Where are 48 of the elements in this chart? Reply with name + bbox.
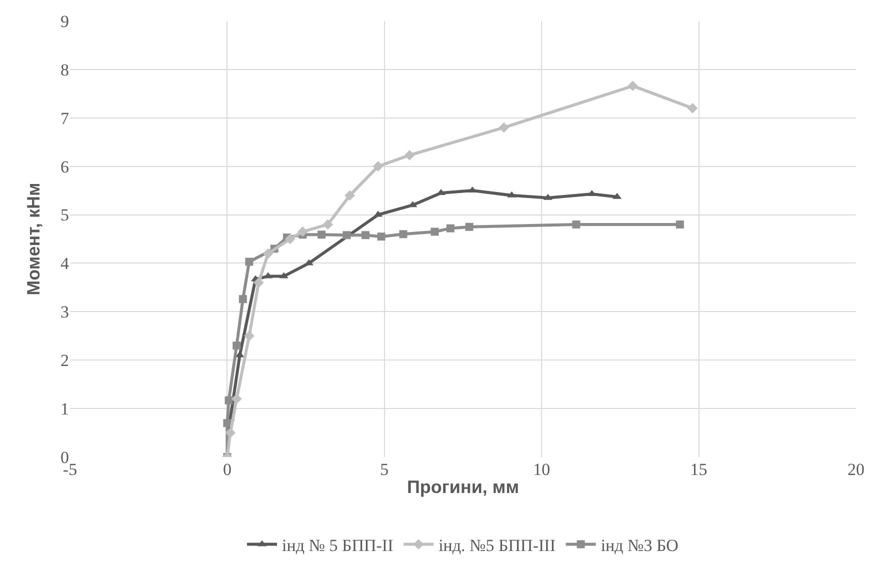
legend-label: інд. №5 БПП-ІІІ xyxy=(438,536,556,555)
x-tick-label: 10 xyxy=(533,460,550,479)
point xyxy=(572,220,580,228)
point xyxy=(404,150,415,160)
legend-label: інд №3 БО xyxy=(600,536,678,555)
point xyxy=(245,258,254,266)
point xyxy=(465,222,474,231)
y-tick-label: 6 xyxy=(60,157,69,176)
point xyxy=(322,219,334,230)
point xyxy=(297,226,308,237)
point xyxy=(342,231,351,240)
point xyxy=(344,190,356,201)
y-tick-label: 1 xyxy=(60,400,69,419)
point xyxy=(232,342,241,350)
point xyxy=(377,232,386,241)
point xyxy=(225,428,236,438)
y-tick-label: 4 xyxy=(60,254,70,274)
x-axis-title: Прогини, мм xyxy=(406,477,520,498)
point xyxy=(362,231,370,240)
point xyxy=(498,122,510,133)
point xyxy=(284,234,296,244)
point xyxy=(430,228,439,236)
y-tick-label: 7 xyxy=(60,108,70,128)
y-tick-label: 5 xyxy=(60,206,69,225)
y-tick-label: 3 xyxy=(60,302,69,322)
y-tick-label: 9 xyxy=(60,12,69,31)
legend-label: інд № 5 БПП-ІІ xyxy=(282,536,394,555)
y-tick-label: 2 xyxy=(60,351,69,370)
point xyxy=(231,394,242,404)
x-tick-label: 20 xyxy=(848,460,864,479)
y-tick-label: 8 xyxy=(60,60,69,80)
point xyxy=(676,220,684,228)
y-axis-title: Момент, кНм xyxy=(24,182,44,296)
point xyxy=(687,103,698,114)
point xyxy=(223,419,232,428)
point xyxy=(224,396,233,404)
point xyxy=(318,230,326,239)
point xyxy=(446,224,454,232)
point xyxy=(262,248,274,259)
point xyxy=(628,80,638,92)
x-tick-label: 5 xyxy=(380,460,389,479)
x-tick-label: 0 xyxy=(222,460,232,479)
point xyxy=(372,161,384,172)
point xyxy=(244,330,254,342)
point xyxy=(238,295,247,304)
x-tick-label: 15 xyxy=(690,460,708,479)
point xyxy=(399,230,408,238)
point xyxy=(253,277,264,288)
